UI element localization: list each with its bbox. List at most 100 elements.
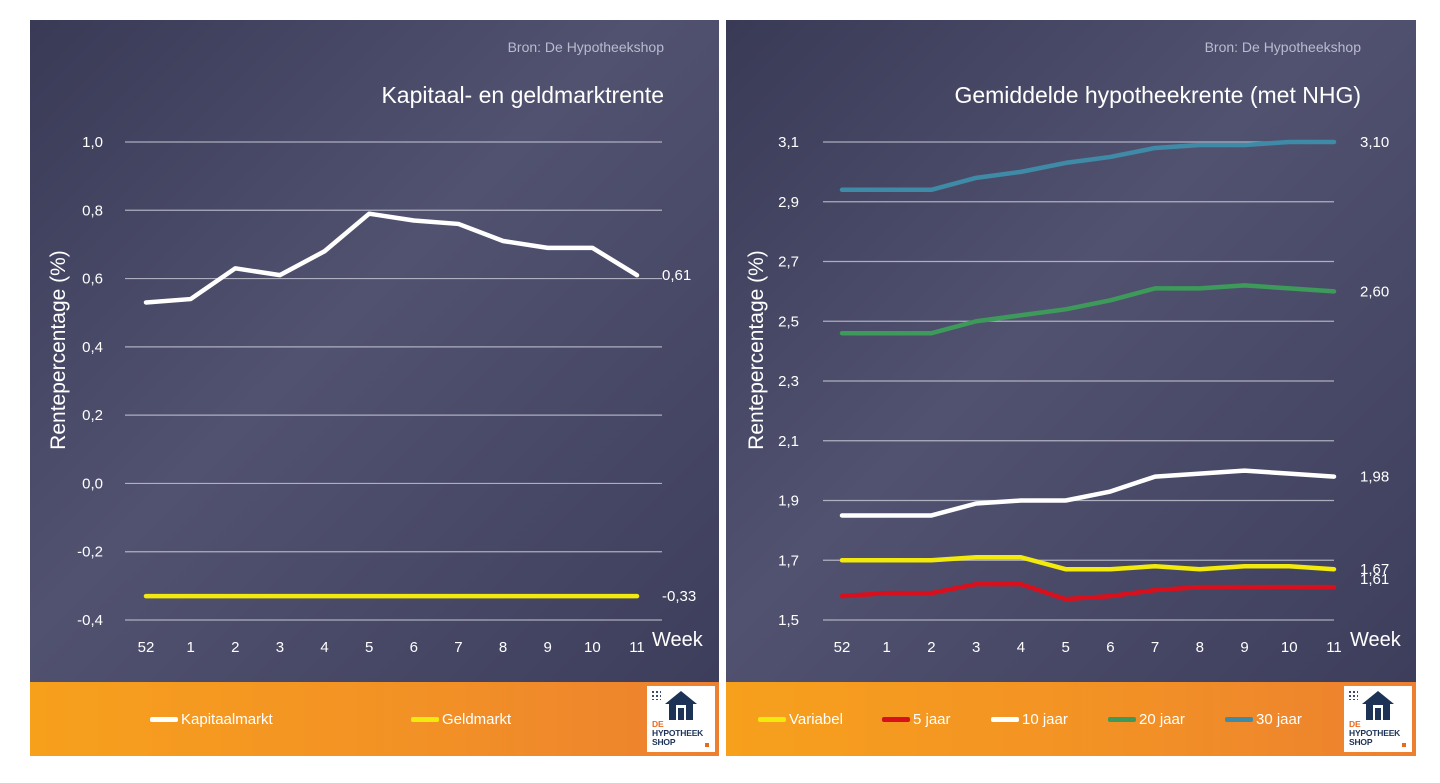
legend-label: 10 jaar bbox=[1022, 710, 1068, 728]
legend-swatch bbox=[882, 716, 910, 722]
x-tick-label: 6 bbox=[1106, 639, 1114, 656]
x-tick-label: 6 bbox=[410, 639, 418, 656]
y-tick-label: 1,9 bbox=[778, 493, 799, 510]
end-value-label-10-jaar: 1,98 bbox=[1360, 469, 1389, 486]
x-tick-label: 4 bbox=[320, 639, 328, 656]
logo-accent-dot bbox=[1402, 743, 1406, 747]
legend-swatch bbox=[411, 716, 439, 722]
legend-swatch bbox=[150, 716, 178, 722]
x-tick-label: 3 bbox=[972, 639, 980, 656]
logo-wordmark: DE HYPOTHEEK SHOP bbox=[1349, 719, 1401, 747]
x-tick-label: 5 bbox=[1061, 639, 1069, 656]
y-tick-label: 0,0 bbox=[82, 475, 103, 492]
x-tick-label: 10 bbox=[584, 639, 601, 656]
legend-label: 30 jaar bbox=[1256, 710, 1302, 728]
y-tick-label: 0,2 bbox=[82, 407, 103, 424]
legend-label: 5 jaar bbox=[913, 710, 951, 728]
end-value-label-20-jaar: 2,60 bbox=[1360, 283, 1389, 300]
y-tick-label: 1,7 bbox=[778, 552, 799, 569]
y-tick-label: 1,5 bbox=[778, 612, 799, 629]
y-tick-label: 0,4 bbox=[82, 339, 103, 356]
legend-swatch bbox=[1108, 716, 1136, 722]
x-tick-label: 2 bbox=[231, 639, 239, 656]
legend-item-10-jaar: 10 jaar bbox=[991, 708, 1068, 730]
chart-svg: -0,4 -0,2 0,0 0,2 0,4 0,6 0,8 1,0 52 1 2 3 4 5 6 7 8 9 10 1… bbox=[47, 134, 704, 656]
legend-swatch bbox=[1225, 716, 1253, 722]
legend-label: 20 jaar bbox=[1139, 710, 1185, 728]
series-line-5-jaar bbox=[839, 581, 1337, 602]
x-tick-label: 7 bbox=[454, 639, 462, 656]
series-line-10-jaar bbox=[839, 468, 1337, 518]
x-tick-label: 7 bbox=[1151, 639, 1159, 656]
x-tick-label: 8 bbox=[499, 639, 507, 656]
y-tick-label: -0,4 bbox=[77, 612, 103, 629]
x-tick-label: 8 bbox=[1196, 639, 1204, 656]
capital-money-market-chart-panel: -0,4 -0,2 0,0 0,2 0,4 0,6 0,8 1,0 52 1 2 3 4 5 6 7 8 9 10 1… bbox=[30, 20, 719, 756]
y-tick-label: 2,7 bbox=[778, 254, 799, 271]
series-line-kapitaalmarkt bbox=[143, 211, 640, 305]
x-tick-label: 5 bbox=[365, 639, 373, 656]
y-tick-label: 1,0 bbox=[82, 134, 103, 151]
series-line-30-jaar bbox=[839, 139, 1337, 193]
series-line-20-jaar bbox=[839, 283, 1337, 336]
legend-swatch bbox=[991, 716, 1019, 722]
x-tick-label: 52 bbox=[138, 639, 155, 656]
legend-item-geldmarkt: Geldmarkt bbox=[411, 708, 511, 730]
x-tick-label: 11 bbox=[629, 639, 645, 656]
legend-swatch bbox=[758, 716, 786, 722]
house-icon bbox=[1362, 691, 1394, 720]
series-line-variabel bbox=[839, 555, 1337, 572]
end-value-label-variabel: 1,67 bbox=[1360, 561, 1389, 578]
chart-svg: 1,5 1,7 1,9 2,1 2,3 2,5 2,7 2,9 3,1 52 1 2 3 4 5 6 7 8 9 10… bbox=[745, 134, 1402, 656]
legend-label: Variabel bbox=[789, 710, 843, 728]
end-value-label-geldmarkt: -0,33 bbox=[662, 588, 696, 605]
x-tick-label: 1 bbox=[883, 639, 891, 656]
legend-label: Kapitaalmarkt bbox=[181, 710, 273, 728]
house-icon bbox=[665, 691, 697, 720]
y-tick-label: 2,9 bbox=[778, 194, 799, 211]
logo-accent-dot bbox=[705, 743, 709, 747]
y-tick-label: 3,1 bbox=[778, 134, 799, 151]
y-tick-label: 0,8 bbox=[82, 202, 103, 219]
legend-item-5-jaar: 5 jaar bbox=[882, 708, 951, 730]
hypotheekshop-logo: DE HYPOTHEEK SHOP bbox=[1344, 686, 1412, 752]
legend-item-kapitaalmarkt: Kapitaalmarkt bbox=[150, 708, 273, 730]
y-tick-label: 2,5 bbox=[778, 313, 799, 330]
y-axis-label: Rentepercentage (%) bbox=[47, 250, 70, 450]
chart-title: Kapitaal- en geldmarktrente bbox=[381, 82, 664, 108]
legend-label: Geldmarkt bbox=[442, 710, 512, 728]
end-value-label-kapitaalmarkt: 0,61 bbox=[662, 267, 691, 284]
legend-item-variabel: Variabel bbox=[758, 708, 843, 730]
y-tick-label: 2,3 bbox=[778, 373, 799, 390]
source-note: Bron: De Hypotheekshop bbox=[507, 39, 664, 55]
plot-area: 1,5 1,7 1,9 2,1 2,3 2,5 2,7 2,9 3,1 52 1 2 3 4 5 6 7 8 9 10… bbox=[726, 20, 1416, 682]
legend-item-30-jaar: 30 jaar bbox=[1225, 708, 1302, 730]
plot-area: -0,4 -0,2 0,0 0,2 0,4 0,6 0,8 1,0 52 1 2 3 4 5 6 7 8 9 10 1… bbox=[30, 20, 719, 682]
x-tick-label: 4 bbox=[1017, 639, 1025, 656]
x-axis-label: Week bbox=[1350, 629, 1402, 651]
hypotheekshop-logo: DE HYPOTHEEK SHOP bbox=[647, 686, 715, 752]
x-axis-label: Week bbox=[652, 629, 704, 651]
chart-title: Gemiddelde hypotheekrente (met NHG) bbox=[954, 82, 1361, 108]
end-value-label-30-jaar: 3,10 bbox=[1360, 134, 1389, 151]
logo-dots bbox=[651, 690, 661, 700]
legend: Kapitaalmarkt Geldmarkt DE HYPOTHEEK SHO… bbox=[30, 682, 719, 756]
x-tick-label: 10 bbox=[1281, 639, 1298, 656]
x-tick-label: 11 bbox=[1326, 639, 1342, 656]
y-tick-label: -0,2 bbox=[77, 544, 103, 561]
logo-wordmark: DE HYPOTHEEK SHOP bbox=[652, 719, 704, 747]
x-tick-label: 2 bbox=[927, 639, 935, 656]
x-tick-label: 1 bbox=[186, 639, 194, 656]
mortgage-rate-chart-panel: 1,5 1,7 1,9 2,1 2,3 2,5 2,7 2,9 3,1 52 1 2 3 4 5 6 7 8 9 10… bbox=[726, 20, 1416, 756]
y-tick-label: 0,6 bbox=[82, 271, 103, 288]
x-tick-label: 9 bbox=[544, 639, 552, 656]
y-axis-label: Rentepercentage (%) bbox=[745, 250, 768, 450]
end-value-label-5-jaar: 1,61 bbox=[1360, 571, 1389, 588]
x-tick-label: 9 bbox=[1240, 639, 1248, 656]
source-note: Bron: De Hypotheekshop bbox=[1204, 39, 1361, 55]
y-tick-label: 2,1 bbox=[778, 433, 799, 450]
logo-dots bbox=[1348, 690, 1358, 700]
x-tick-label: 52 bbox=[834, 639, 851, 656]
legend: Variabel 5 jaar 10 jaar 20 jaar 30 jaar bbox=[726, 682, 1416, 756]
legend-item-20-jaar: 20 jaar bbox=[1108, 708, 1185, 730]
